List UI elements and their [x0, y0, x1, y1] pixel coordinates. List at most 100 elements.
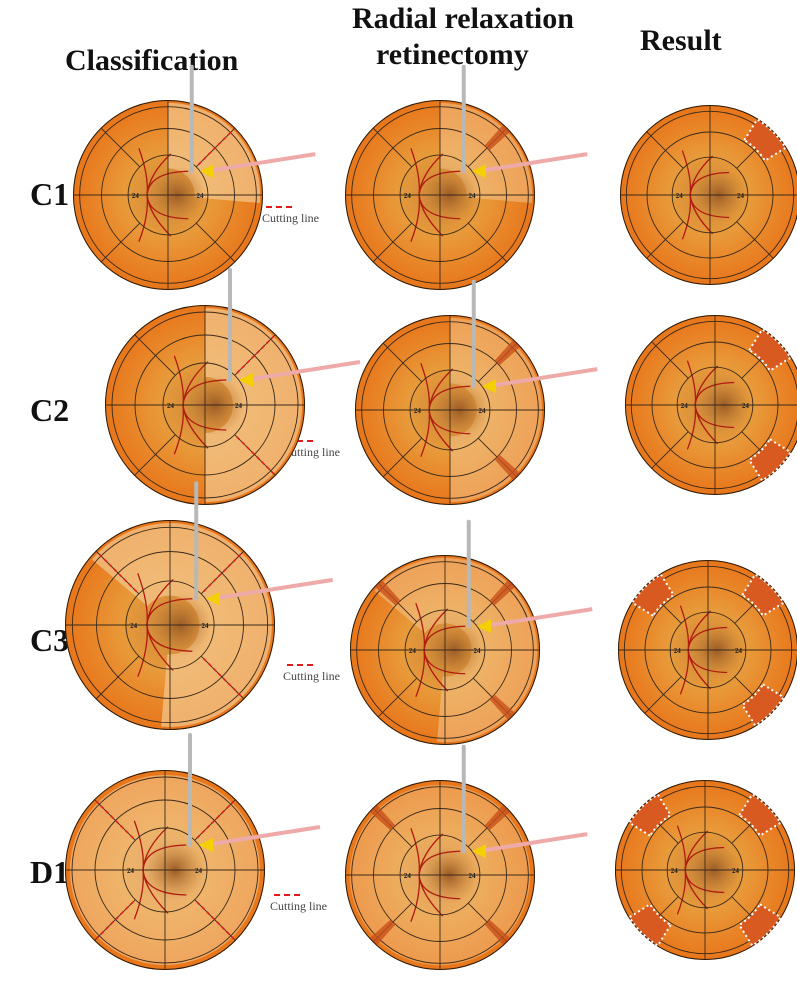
legend-text: Cutting line — [262, 211, 319, 225]
cutting-line-legend: Cutting line — [270, 894, 327, 914]
tick-label: 24 — [671, 867, 679, 875]
cutting-line — [236, 436, 275, 475]
cutting-line — [95, 901, 134, 940]
grid-line — [133, 434, 176, 477]
tick-label: 24 — [404, 872, 412, 880]
detached-retina — [91, 523, 272, 727]
fundus-retin: 24 24 — [349, 519, 593, 746]
excised-area — [740, 573, 785, 618]
fundus-class: 24 24 — [105, 268, 361, 505]
blood-vessel — [684, 846, 725, 871]
blood-vessel — [182, 379, 227, 406]
blood-vessel — [694, 404, 735, 429]
legend-text: Cutting line — [283, 669, 340, 683]
retinectomy-cut — [370, 805, 396, 831]
light-pipe — [477, 832, 588, 854]
tick-label: 24 — [404, 192, 412, 200]
tick-label: 24 — [732, 867, 740, 875]
tick-label: 24 — [676, 192, 684, 200]
fundus-result: 24 24 — [614, 779, 796, 961]
blood-vessel — [428, 409, 471, 435]
excised-area — [742, 118, 787, 163]
grid-line — [377, 677, 418, 718]
grid-line — [133, 333, 176, 376]
light-pipe — [487, 367, 598, 389]
grid-line — [372, 222, 413, 263]
row-label-c3: C3 — [30, 622, 70, 658]
row-label-d1: D1 — [30, 854, 70, 890]
grid-line — [644, 676, 682, 714]
tick-label: 24 — [197, 192, 205, 200]
header-result: Result — [640, 24, 722, 57]
blood-vessel — [687, 626, 728, 651]
fundus-class: 24 24 — [65, 481, 334, 730]
retinectomy-cut — [484, 125, 510, 151]
retinectomy-cut — [484, 805, 510, 831]
cutting-line-legend: Cutting line — [262, 206, 319, 226]
cutting-line — [97, 552, 138, 593]
tick-label: 24 — [414, 407, 422, 415]
header-retinectomy-line1: Radial relaxation — [352, 2, 574, 35]
cutting-line — [95, 800, 134, 839]
excised-area — [737, 902, 782, 947]
grid-line — [646, 131, 684, 169]
excised-area — [631, 573, 676, 618]
grid-line — [646, 221, 684, 259]
tick-label: 24 — [479, 407, 487, 415]
legend-text: Cutting line — [270, 899, 327, 913]
blood-vessel — [689, 171, 730, 196]
tick-label: 24 — [474, 647, 482, 655]
retinectomy-cut — [375, 580, 401, 606]
retinectomy-cut — [489, 694, 515, 720]
dashed-line-icon — [287, 664, 313, 666]
tick-label: 24 — [469, 872, 477, 880]
tick-label: 24 — [681, 402, 689, 410]
blood-vessel — [182, 404, 227, 431]
fundus-class: 24 24 — [72, 64, 316, 291]
fundus-result: 24 24 — [619, 104, 797, 286]
grid-line — [95, 655, 140, 700]
tick-label: 24 — [735, 647, 743, 655]
fundus-retin: 24 24 — [354, 279, 598, 506]
tick-label: 24 — [235, 402, 243, 410]
tick-label: 24 — [132, 192, 140, 200]
blood-vessel — [146, 170, 189, 196]
header-classification: Classification — [65, 44, 239, 77]
tick-label: 24 — [469, 192, 477, 200]
fundus-result: 24 24 — [617, 559, 797, 741]
dashed-line-icon — [274, 894, 300, 896]
light-cone-icon — [472, 844, 486, 859]
excised-area — [740, 682, 785, 727]
cutting-line-legend: Cutting line — [283, 664, 340, 684]
cutting-line — [236, 335, 275, 374]
retinectomy-cut — [494, 340, 520, 366]
cutting-line — [202, 552, 243, 593]
grid-line — [467, 222, 508, 263]
row-label-c1: C1 — [30, 176, 70, 212]
blood-vessel — [142, 869, 187, 896]
retinectomy-cut — [484, 919, 510, 945]
retinectomy-cut — [370, 919, 396, 945]
cutting-line — [197, 129, 234, 166]
grid-line — [382, 342, 423, 383]
light-pipe — [477, 152, 588, 174]
blood-vessel — [418, 850, 461, 876]
blood-vessel — [146, 624, 193, 652]
excised-area — [747, 328, 792, 373]
grid-line — [382, 437, 423, 478]
blood-vessel — [423, 625, 466, 651]
blood-vessel — [418, 194, 461, 220]
blood-vessel — [694, 381, 735, 406]
retinectomy-cut — [494, 454, 520, 480]
blood-vessel — [418, 874, 461, 900]
blood-vessel — [687, 649, 728, 674]
fundus-retin: 24 24 — [344, 64, 588, 291]
light-pipe — [211, 577, 334, 601]
grid-line — [100, 127, 141, 168]
light-pipe — [482, 607, 593, 629]
grid-line — [651, 341, 689, 379]
tick-label: 24 — [409, 647, 417, 655]
detached-retina — [374, 557, 538, 743]
dashed-line-icon — [287, 440, 313, 442]
